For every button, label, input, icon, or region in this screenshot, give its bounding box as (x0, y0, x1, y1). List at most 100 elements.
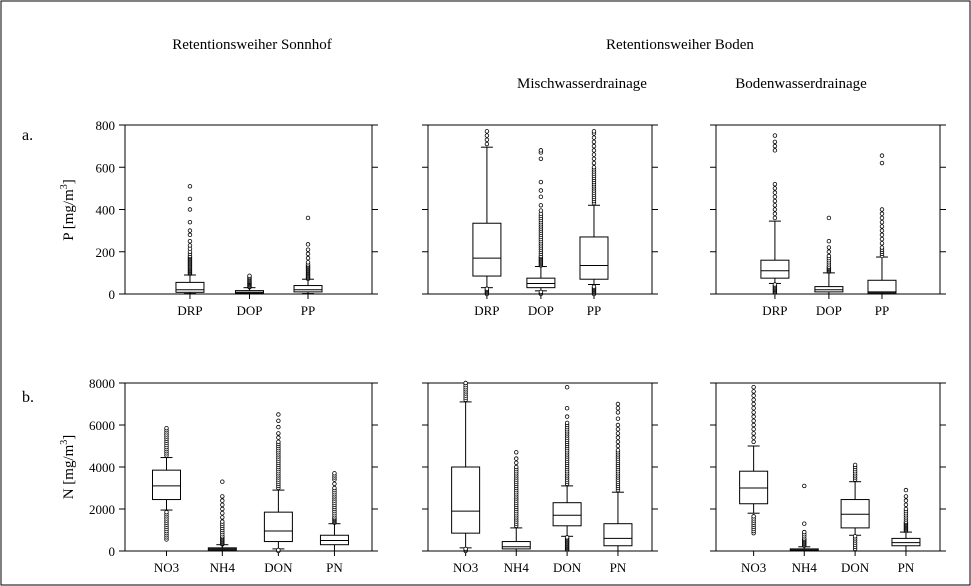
row-a-label: a. (22, 127, 33, 144)
outlier-point (187, 238, 193, 244)
outlier-point (187, 228, 193, 233)
outlier-point (164, 509, 169, 515)
outlier-point (220, 511, 225, 516)
outlier-point (751, 439, 756, 444)
box (579, 236, 609, 280)
outlier-point (564, 535, 570, 540)
y-axis-label-p-end: ] (61, 179, 77, 184)
y-axis-label-n-sup: 3 (59, 440, 70, 445)
x-tick-label: DOP (816, 303, 842, 318)
outlier-point (463, 546, 468, 552)
box (739, 470, 769, 505)
outlier-point (903, 487, 909, 493)
outlier-point (187, 219, 193, 225)
outlier-point (220, 498, 225, 503)
x-tick-label: DOP (528, 303, 554, 318)
y-tick-label: 8000 (89, 376, 115, 391)
y-axis-label-n: N [mg/m3] (59, 435, 77, 500)
header-bodenwasser: Bodenwasserdrainage (735, 76, 867, 92)
outlier-point (564, 414, 570, 419)
outlier-point (276, 435, 281, 440)
box (151, 469, 181, 501)
outlier-point (826, 245, 832, 250)
outlier-point (772, 207, 778, 212)
y-tick-label: 4000 (89, 460, 115, 475)
outlier-point (187, 232, 193, 238)
row-b-label: b. (22, 389, 34, 406)
box (319, 534, 349, 546)
outlier-point (484, 129, 490, 134)
y-tick-label: 2000 (89, 502, 115, 517)
y-axis-label-n-main: N [mg/m (61, 444, 77, 499)
outlier-point (591, 156, 597, 161)
outlier-point (484, 286, 490, 291)
y-tick-label: 0 (109, 287, 116, 302)
box (814, 286, 844, 293)
outlier-point (903, 498, 909, 503)
x-tick-label: NO3 (453, 560, 478, 575)
outlier-point (538, 289, 544, 295)
outlier-point (826, 253, 832, 259)
box (263, 511, 293, 543)
outlier-point (615, 435, 621, 440)
box (451, 466, 481, 534)
outlier-point (826, 238, 832, 244)
outlier-point (332, 471, 337, 476)
outlier-point (772, 190, 778, 195)
y-axis-label-p-main: P [mg/m (61, 189, 77, 241)
outlier-point (564, 385, 570, 390)
outlier-point (187, 196, 193, 202)
outlier-point (615, 427, 621, 432)
outlier-point (751, 427, 756, 432)
x-tick-label: DRP (762, 303, 787, 318)
outlier-point (276, 412, 281, 417)
outlier-point (220, 515, 225, 520)
outlier-point (751, 418, 756, 423)
box (501, 541, 531, 550)
x-tick-label: NO3 (154, 560, 179, 575)
panel-b-1: 0 2000 4000 6000 8000 NO3 NH4 DON PN (89, 376, 378, 575)
panel-b-3: NO3 NH4 DON PN (710, 382, 946, 575)
outlier-point (772, 211, 778, 216)
outlier-point (615, 448, 621, 453)
panel-a-3: DRP DOP PP (710, 124, 946, 318)
outlier-point (305, 247, 311, 252)
outlier-point (305, 251, 311, 257)
outlier-point (772, 139, 778, 145)
outlier-point (220, 502, 225, 507)
outlier-point (772, 186, 778, 191)
outlier-point (514, 460, 519, 465)
outlier-point (538, 148, 544, 153)
outlier-point (772, 215, 778, 221)
outlier-point (305, 242, 311, 247)
outlier-point (484, 137, 490, 142)
outlier-point (772, 148, 778, 153)
x-tick-label: NH4 (504, 560, 530, 575)
outlier-point (903, 506, 909, 512)
outlier-point (772, 198, 778, 204)
outlier-point (538, 203, 544, 208)
outlier-point (332, 481, 337, 486)
outlier-point (772, 133, 778, 138)
outlier-point (772, 282, 778, 287)
panel-a-2: DRP DOP PP (422, 124, 658, 318)
y-tick-label: 0 (109, 544, 116, 559)
y-axis-label-n-end: ] (61, 435, 77, 440)
panel-b-2: NO3 NH4 DON PN (422, 380, 658, 575)
box (472, 222, 502, 277)
x-tick-label: PN (326, 560, 343, 575)
outlier-point (879, 241, 885, 246)
outlier-point (538, 156, 544, 161)
outlier-point (276, 418, 281, 423)
x-tick-label: DRP (474, 303, 499, 318)
outlier-point (276, 439, 281, 444)
outlier-point (591, 135, 597, 140)
outlier-point (615, 439, 621, 444)
outlier-point (305, 260, 311, 265)
outlier-point (187, 243, 193, 248)
outlier-point (751, 406, 756, 411)
outlier-point (484, 141, 490, 147)
outlier-point (305, 255, 311, 261)
y-tick-label: 600 (96, 160, 116, 175)
y-axis-label-p: P [mg/m3] (59, 179, 77, 241)
